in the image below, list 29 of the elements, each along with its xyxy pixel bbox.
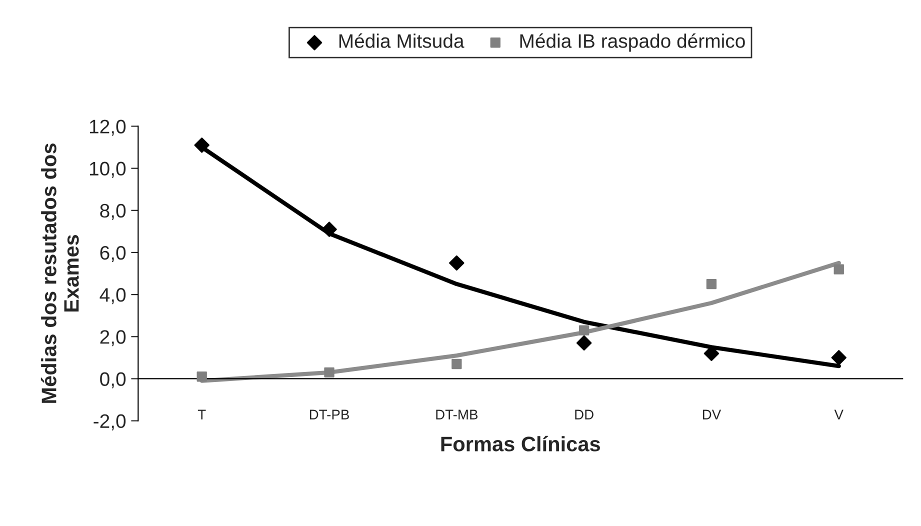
x-tick-label: DT-MB: [436, 410, 478, 420]
point: [322, 222, 337, 237]
x-tick-label: DT-PB: [310, 410, 349, 420]
point: [576, 335, 592, 351]
x-tick-label: T: [198, 410, 206, 420]
y-tick-label: 10,0: [90, 162, 126, 178]
point: [834, 264, 844, 274]
y-tick-label: 4,0: [100, 288, 126, 304]
x-tick-label: V: [834, 410, 844, 420]
point: [578, 325, 590, 336]
y-tick-label: -2,0: [94, 414, 126, 430]
x-tick-label: DD: [575, 410, 594, 420]
point: [452, 358, 462, 370]
point: [324, 367, 334, 378]
x-tick-label: DV: [702, 410, 722, 420]
y-tick-label: 8,0: [100, 204, 126, 220]
y-tick-label: 6,0: [100, 246, 126, 262]
legend-label: Média IB raspado dérmico: [520, 33, 745, 52]
point: [196, 372, 207, 382]
point: [449, 255, 464, 271]
x-axis-title: Formas Clínicas: [441, 436, 600, 452]
y-tick-label: 0,0: [100, 372, 126, 388]
point: [831, 350, 847, 366]
y-axis-title: Médias dos resutados dos Exames: [40, 144, 79, 403]
point: [706, 278, 717, 290]
legend-label: Média Mitsuda: [339, 33, 464, 48]
y-tick-label: 2,0: [100, 330, 126, 346]
point: [194, 138, 210, 153]
y-tick-label: 12,0: [90, 120, 126, 136]
